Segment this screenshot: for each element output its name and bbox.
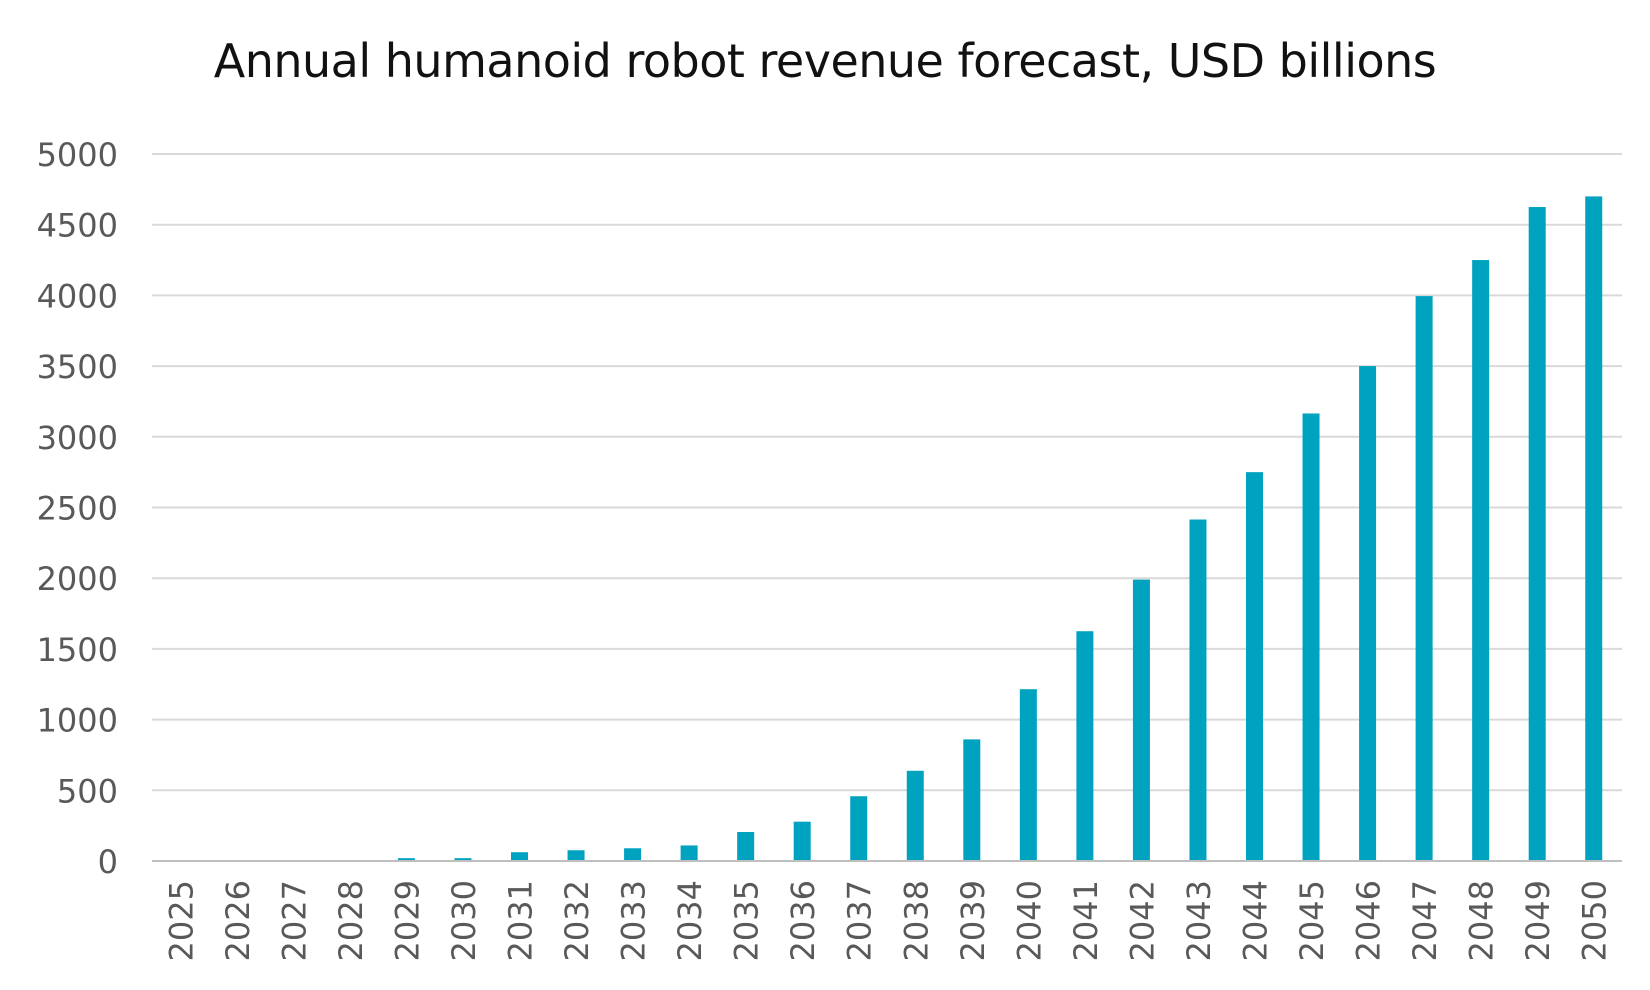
bar-2032 <box>567 850 585 861</box>
x-tick-label: 2042 <box>1123 880 1161 961</box>
x-tick-label: 2034 <box>671 880 709 961</box>
bar-2030 <box>454 858 472 861</box>
x-tick-label: 2048 <box>1463 880 1501 961</box>
gridlines <box>152 153 1622 792</box>
x-tick-label: 2025 <box>162 880 200 961</box>
bar-2043 <box>1189 519 1207 861</box>
y-tick-label: 4500 <box>37 207 118 245</box>
bar-2045 <box>1302 413 1320 861</box>
x-tick-label: 2030 <box>445 880 483 961</box>
y-tick-label: 3500 <box>37 348 118 386</box>
y-tick-label: 2500 <box>37 490 118 528</box>
y-tick-label: 2000 <box>37 560 118 598</box>
x-tick-label: 2028 <box>332 880 370 961</box>
y-tick-label: 4000 <box>37 277 118 315</box>
x-tick-label: 2038 <box>897 880 935 961</box>
bar-2029 <box>397 858 415 861</box>
y-tick-label: 5000 <box>37 136 118 174</box>
bar-2046 <box>1359 366 1377 861</box>
y-axis-tick-labels: 0 500 1000 1500 2000 2500 3000 3500 4000 4500 5000 <box>37 136 118 881</box>
bar-2031 <box>511 852 528 861</box>
x-tick-label: 2050 <box>1576 880 1614 961</box>
x-tick-label: 2027 <box>275 880 313 961</box>
y-tick-label: 1000 <box>37 702 118 740</box>
x-tick-label: 2049 <box>1519 880 1557 961</box>
x-tick-label: 2037 <box>841 880 879 961</box>
x-tick-label: 2046 <box>1350 880 1388 961</box>
bar-2036 <box>793 821 811 861</box>
y-tick-label: 3000 <box>37 419 118 457</box>
bar-2049 <box>1528 207 1546 861</box>
bar-2035 <box>737 832 755 861</box>
x-tick-label: 2040 <box>1010 880 1048 961</box>
x-tick-label: 2033 <box>615 880 653 961</box>
chart-title: Annual humanoid robot revenue forecast, … <box>213 34 1437 88</box>
bar-2037 <box>850 796 868 861</box>
bar-2033 <box>624 848 642 861</box>
bar-2040 <box>1019 689 1037 861</box>
x-tick-label: 2041 <box>1067 880 1105 961</box>
bar-2039 <box>963 739 981 861</box>
x-tick-label: 2043 <box>1180 880 1218 961</box>
y-tick-label: 1500 <box>37 631 118 669</box>
bars <box>171 196 1603 862</box>
x-tick-label: 2047 <box>1406 880 1444 961</box>
x-tick-label: 2045 <box>1293 880 1331 961</box>
x-tick-label: 2032 <box>558 880 596 961</box>
x-tick-label: 2029 <box>388 880 426 961</box>
bar-2050 <box>1585 196 1603 862</box>
bar-2042 <box>1132 579 1150 861</box>
y-tick-label: 0 <box>98 843 118 881</box>
bar-2048 <box>1472 260 1490 861</box>
x-tick-label: 2031 <box>502 880 540 961</box>
x-tick-label: 2035 <box>728 880 766 961</box>
x-tick-label: 2036 <box>784 880 822 961</box>
x-tick-label: 2039 <box>954 880 992 961</box>
bar-2044 <box>1246 472 1263 861</box>
x-tick-label: 2044 <box>1237 880 1275 961</box>
bar-2034 <box>680 845 698 861</box>
bar-2047 <box>1415 296 1433 861</box>
x-tick-label: 2026 <box>219 880 257 961</box>
y-tick-label: 500 <box>57 772 118 810</box>
x-axis-tick-labels: 2025 2026 2027 2028 2029 2030 2031 2032 2033 2034… <box>162 880 1613 961</box>
bar-2038 <box>906 770 924 861</box>
bar-2041 <box>1076 631 1094 861</box>
